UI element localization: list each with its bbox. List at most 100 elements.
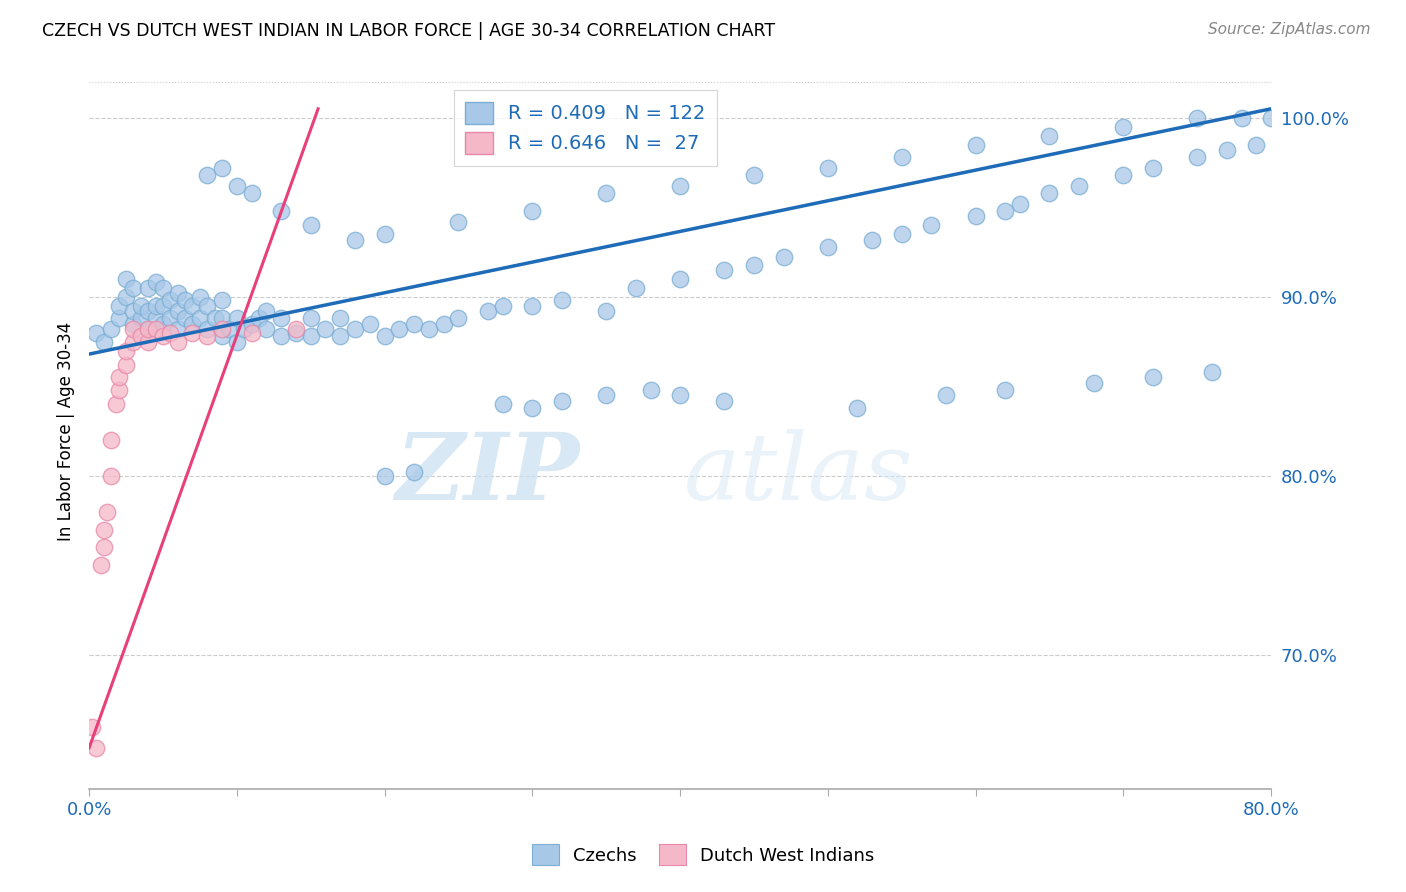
Point — [522, 203, 544, 218]
Point — [122, 304, 145, 318]
Point — [107, 299, 129, 313]
Text: CZECH VS DUTCH WEST INDIAN IN LABOR FORCE | AGE 30-34 CORRELATION CHART: CZECH VS DUTCH WEST INDIAN IN LABOR FORC… — [42, 22, 775, 40]
Point — [107, 383, 129, 397]
Point — [166, 304, 188, 318]
Point — [418, 322, 440, 336]
Point — [270, 311, 292, 326]
Point — [136, 304, 159, 318]
Point — [86, 741, 108, 756]
Point — [80, 720, 103, 734]
Point — [240, 186, 263, 200]
Point — [314, 322, 336, 336]
Point — [211, 293, 233, 308]
Point — [522, 401, 544, 415]
Point — [299, 311, 322, 326]
Point — [166, 334, 188, 349]
Point — [860, 233, 883, 247]
Point — [329, 311, 352, 326]
Point — [254, 322, 277, 336]
Point — [247, 311, 270, 326]
Point — [270, 329, 292, 343]
Point — [522, 299, 544, 313]
Point — [122, 322, 145, 336]
Point — [742, 258, 765, 272]
Point — [188, 311, 211, 326]
Point — [100, 468, 122, 483]
Point — [122, 334, 145, 349]
Point — [640, 383, 662, 397]
Point — [447, 311, 470, 326]
Point — [551, 293, 574, 308]
Point — [211, 329, 233, 343]
Point — [595, 186, 617, 200]
Point — [1230, 111, 1253, 125]
Legend: R = 0.409   N = 122, R = 0.646   N =  27: R = 0.409 N = 122, R = 0.646 N = 27 — [454, 90, 717, 166]
Point — [1187, 150, 1209, 164]
Point — [93, 541, 115, 555]
Point — [254, 304, 277, 318]
Point — [122, 317, 145, 331]
Point — [404, 317, 426, 331]
Point — [136, 322, 159, 336]
Point — [174, 293, 197, 308]
Point — [344, 322, 367, 336]
Point — [713, 393, 735, 408]
Point — [195, 299, 218, 313]
Point — [1142, 370, 1164, 384]
Point — [477, 304, 499, 318]
Point — [129, 311, 152, 326]
Point — [817, 161, 839, 175]
Point — [174, 311, 197, 326]
Y-axis label: In Labor Force | Age 30-34: In Labor Force | Age 30-34 — [58, 321, 75, 541]
Point — [772, 251, 794, 265]
Text: ZIP: ZIP — [395, 429, 579, 519]
Point — [1008, 196, 1031, 211]
Point — [1112, 120, 1135, 134]
Point — [624, 281, 647, 295]
Point — [329, 329, 352, 343]
Point — [122, 281, 145, 295]
Point — [166, 286, 188, 301]
Point — [218, 322, 240, 336]
Text: Source: ZipAtlas.com: Source: ZipAtlas.com — [1208, 22, 1371, 37]
Point — [935, 388, 957, 402]
Point — [374, 227, 396, 241]
Point — [136, 281, 159, 295]
Point — [211, 311, 233, 326]
Point — [204, 311, 226, 326]
Point — [225, 334, 247, 349]
Point — [233, 322, 256, 336]
Point — [107, 311, 129, 326]
Point — [145, 311, 167, 326]
Point — [994, 383, 1017, 397]
Point — [211, 161, 233, 175]
Point — [595, 388, 617, 402]
Point — [1083, 376, 1105, 390]
Point — [159, 293, 181, 308]
Point — [284, 322, 307, 336]
Point — [551, 393, 574, 408]
Point — [299, 218, 322, 232]
Point — [159, 326, 181, 340]
Legend: Czechs, Dutch West Indians: Czechs, Dutch West Indians — [524, 837, 882, 872]
Point — [145, 299, 167, 313]
Point — [1112, 168, 1135, 182]
Point — [669, 388, 692, 402]
Point — [90, 558, 112, 573]
Point — [1067, 178, 1090, 193]
Point — [181, 317, 204, 331]
Point — [1246, 137, 1268, 152]
Point — [669, 178, 692, 193]
Point — [159, 311, 181, 326]
Point — [920, 218, 942, 232]
Point — [115, 272, 138, 286]
Point — [492, 397, 515, 411]
Point — [181, 326, 204, 340]
Point — [104, 397, 127, 411]
Point — [388, 322, 411, 336]
Point — [846, 401, 869, 415]
Point — [129, 329, 152, 343]
Point — [96, 505, 118, 519]
Text: atlas: atlas — [683, 429, 912, 519]
Point — [181, 299, 204, 313]
